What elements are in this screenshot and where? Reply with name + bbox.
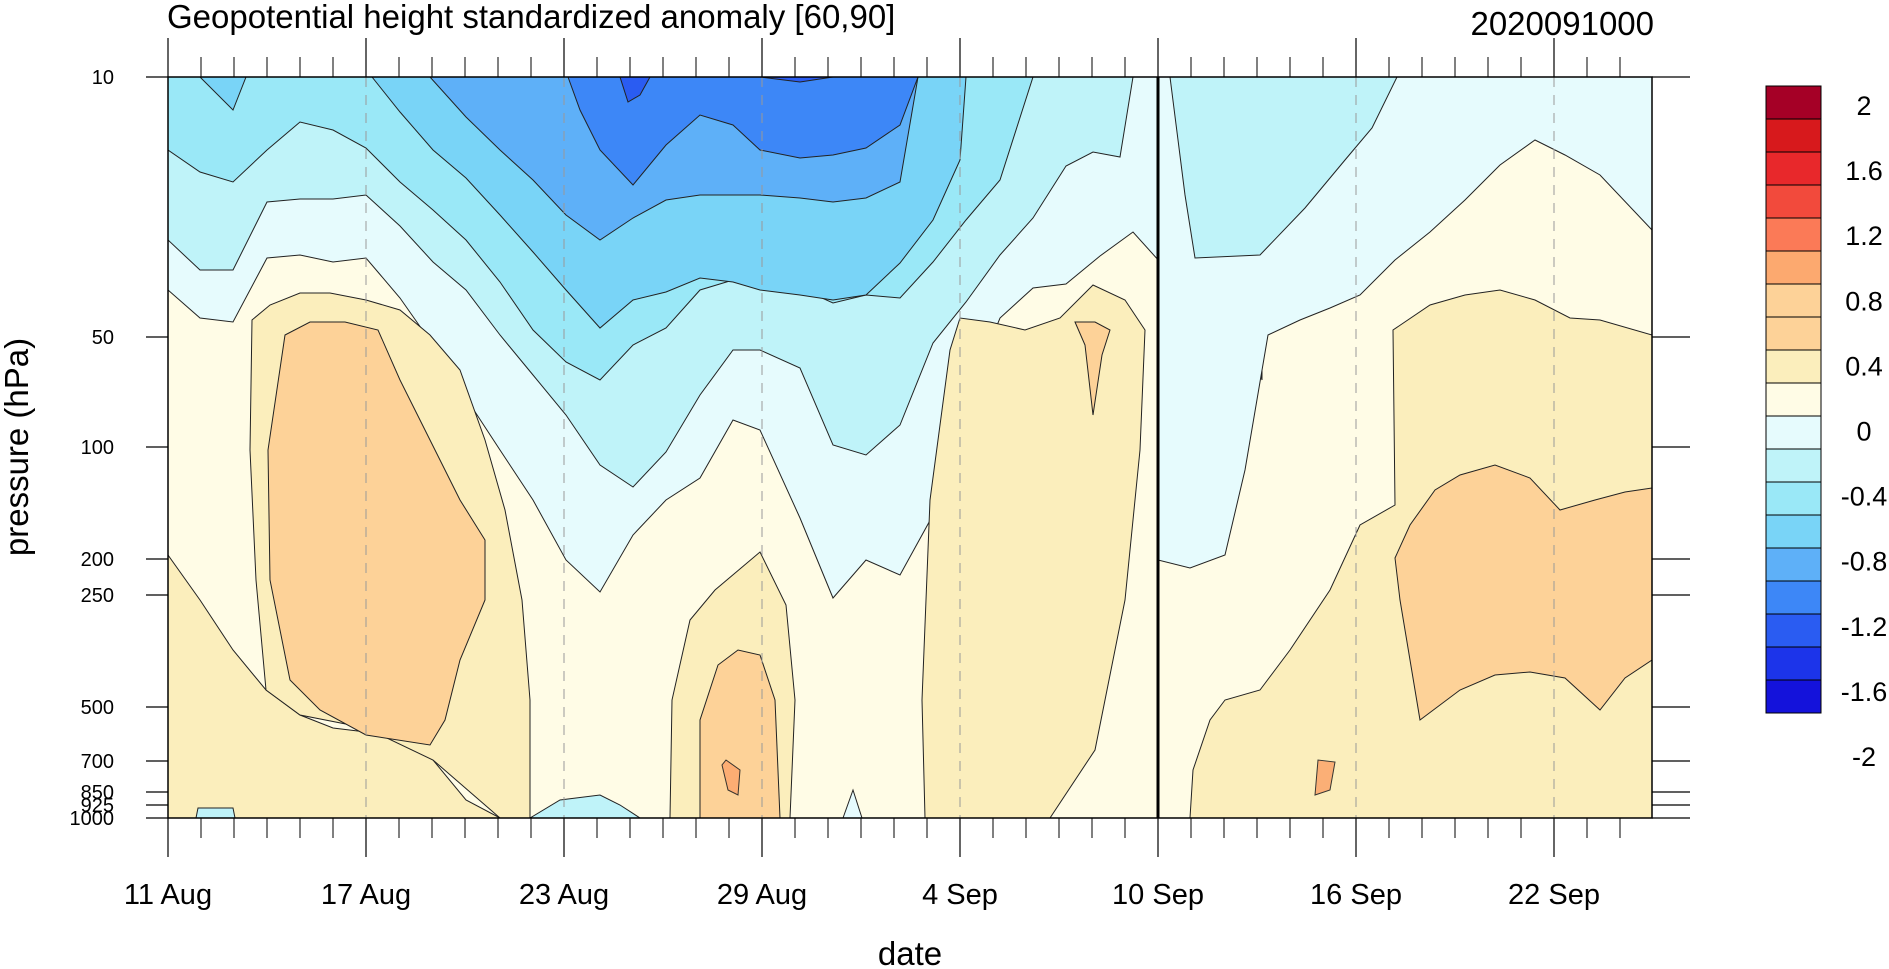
chart-title: Geopotential height standardized anomaly… — [167, 0, 895, 35]
colorbar-label: -1.2 — [1841, 612, 1888, 642]
colorbar-label: -0.8 — [1841, 547, 1888, 577]
contour-fill-pos-1-2 — [721, 759, 741, 796]
chart-date-label: 2020091000 — [1470, 5, 1654, 42]
colorbar-box — [1765, 85, 1822, 120]
x-tick-17-aug: 17 Aug — [321, 879, 411, 911]
x-tick-29-aug: 29 Aug — [717, 879, 807, 911]
contour-fill-pos-0-4 — [168, 405, 501, 818]
colorbar: 2 1.6 1.2 0.8 0.4 0 -0.4 -0.8 -1.2 -1.6 -2 — [1765, 85, 1888, 772]
contour-fill-pos-0-8-d — [1394, 464, 1652, 721]
contour-fill-neg-2-4 — [567, 77, 919, 186]
colorbar-box — [1765, 217, 1822, 252]
contour-fill-neg-2-8 — [619, 77, 651, 103]
y-tick-925: 925 — [81, 795, 114, 817]
colorbar-label: 0.8 — [1845, 286, 1883, 316]
x-tick-11-aug: 11 Aug — [124, 879, 212, 911]
y-tick-700: 700 — [81, 751, 114, 773]
colorbar-box — [1765, 547, 1822, 582]
colorbar-box — [1765, 283, 1822, 318]
x-gridlines — [365, 77, 1555, 818]
colorbar-label: -0.4 — [1841, 482, 1888, 512]
y-tick-500: 500 — [81, 697, 114, 719]
y-tick-50: 50 — [92, 327, 114, 349]
contour-field — [168, 77, 1652, 818]
y-tick-250: 250 — [81, 585, 114, 607]
colorbar-label: 1.2 — [1845, 221, 1883, 251]
colorbar-label: -2 — [1852, 742, 1876, 772]
contour-fill-neg-1-6 — [199, 77, 247, 111]
y-tick-1000: 1000 — [70, 808, 115, 830]
y-axis: 10 50 100 200 250 500 700 850 925 1000 — [70, 67, 1690, 830]
colorbar-box — [1765, 349, 1822, 384]
colorbar-label: 2 — [1856, 91, 1871, 121]
colorbar-box — [1765, 481, 1822, 516]
x-axis-label: date — [878, 935, 942, 969]
x-tick-10-sep: 10 Sep — [1112, 879, 1204, 911]
contour-fill-neg-2-8-b — [759, 77, 834, 83]
colorbar-box — [1765, 646, 1822, 681]
y-tick-100: 100 — [81, 437, 114, 459]
colorbar-box — [1765, 448, 1822, 483]
colorbar-box — [1765, 679, 1822, 714]
contour-fill-fine-b — [842, 788, 863, 818]
contour-fill-pos-0-4-d — [921, 284, 1146, 818]
colorbar-box — [1765, 382, 1822, 417]
colorbar-box — [1765, 580, 1822, 615]
colorbar-box — [1765, 118, 1822, 153]
colorbar-label: -1.6 — [1841, 677, 1888, 707]
y-axis-label: pressure (hPa) — [0, 338, 35, 556]
x-tick-4-sep: 4 Sep — [922, 879, 998, 911]
contour-fill-pos-0-8-c — [1074, 321, 1111, 416]
contour-fill-pos-0-8-b — [699, 649, 781, 818]
colorbar-box — [1765, 514, 1822, 549]
contour-fill-pos-0-8-a — [267, 321, 486, 746]
colorbar-label: 1.6 — [1845, 156, 1883, 186]
contour-fill-fine-a — [529, 794, 641, 818]
colorbar-box — [1765, 415, 1822, 450]
x-axis: 11 Aug 17 Aug 23 Aug 29 Aug 4 Sep 10 Sep… — [124, 38, 1621, 911]
colorbar-box — [1765, 613, 1822, 648]
x-tick-16-sep: 16 Sep — [1310, 879, 1402, 911]
colorbar-box — [1765, 151, 1822, 186]
contour-fill-pos-1-2-b — [1314, 759, 1336, 796]
contour-fill-fc-neg-b — [1169, 77, 1398, 259]
colorbar-box — [1765, 250, 1822, 285]
x-tick-22-sep: 22 Sep — [1508, 879, 1600, 911]
contour-fill-fine-c — [195, 807, 236, 818]
y-tick-850: 850 — [81, 782, 114, 804]
y-tick-200: 200 — [81, 549, 114, 571]
colorbar-label: 0.4 — [1845, 351, 1883, 381]
colorbar-label: 0 — [1856, 417, 1871, 447]
colorbar-box — [1765, 316, 1822, 351]
y-tick-10: 10 — [92, 67, 114, 89]
x-tick-23-aug: 23 Aug — [519, 879, 609, 911]
colorbar-box — [1765, 184, 1822, 219]
